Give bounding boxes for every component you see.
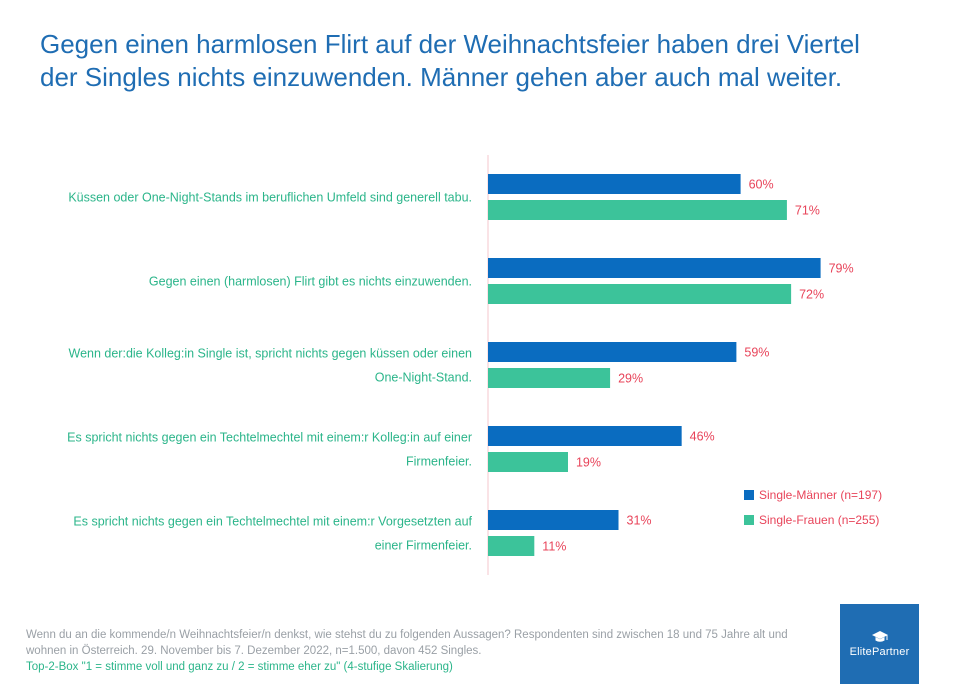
data-label-men-5: 31% [627,514,652,528]
chart-title: Gegen einen harmlosen Flirt auf der Weih… [40,28,920,94]
data-label-men-3: 59% [744,346,769,360]
category-label-3-line-2: One-Night-Stand. [375,371,472,385]
footnote-scale: Top-2-Box "1 = stimme voll und ganz zu /… [26,661,453,673]
legend: Single-Männer (n=197) Single-Frauen (n=2… [744,482,882,532]
footnote: Wenn du an die kommende/n Weihnachtsfeie… [26,627,826,675]
category-label-1: Küssen oder One-Night-Stands im beruflic… [68,191,472,205]
graduation-cap-icon [871,630,888,642]
legend-label-men: Single-Männer (n=197) [759,487,883,502]
legend-swatch-men [744,489,754,500]
data-label-women-3: 29% [618,372,643,386]
footnote-text: Wenn du an die kommende/n Weihnachtsfeie… [26,629,788,657]
category-label-5-line-2: einer Firmenfeier. [375,539,472,553]
bar-men-4 [488,426,682,446]
category-label-4-line-1: Es spricht nichts gegen ein Techtelmecht… [67,431,472,445]
logo-text: ElitePartner [849,645,910,658]
category-label-4-line-2: Firmenfeier. [406,455,472,469]
data-label-men-1: 60% [749,178,774,192]
category-label-2: Gegen einen (harmlosen) Flirt gibt es ni… [149,275,472,289]
elitepartner-logo: ElitePartner [840,604,919,684]
chart-title-line-2: der Singles nichts einzuwenden. Männer g… [40,62,843,92]
bar-women-5 [488,536,535,556]
legend-item-women: Single-Frauen (n=255) [744,507,882,532]
bar-women-3 [488,368,611,388]
data-label-women-2: 72% [799,288,824,302]
bar-men-2 [488,258,821,278]
data-label-women-5: 11% [542,540,566,554]
category-label-3-line-1: Wenn der:die Kolleg:in Single ist, spric… [69,347,473,361]
bar-women-2 [488,284,792,304]
data-label-women-1: 71% [795,204,820,218]
data-label-men-4: 46% [690,430,715,444]
bar-women-4 [488,452,568,472]
category-label-5-line-1: Es spricht nichts gegen ein Techtelmecht… [73,515,472,529]
legend-label-women: Single-Frauen (n=255) [759,512,880,527]
bar-men-1 [488,174,741,194]
bar-men-3 [488,342,737,362]
legend-swatch-women [744,514,754,525]
legend-item-men: Single-Männer (n=197) [744,482,882,507]
bar-women-1 [488,200,787,220]
data-label-women-4: 19% [576,456,601,470]
bar-chart: 60% 71% Küssen oder One-Night-Stands im be… [67,155,854,575]
bar-men-5 [488,510,619,530]
data-label-men-2: 79% [829,262,854,276]
chart-title-line-1: Gegen einen harmlosen Flirt auf der Weih… [40,29,860,59]
